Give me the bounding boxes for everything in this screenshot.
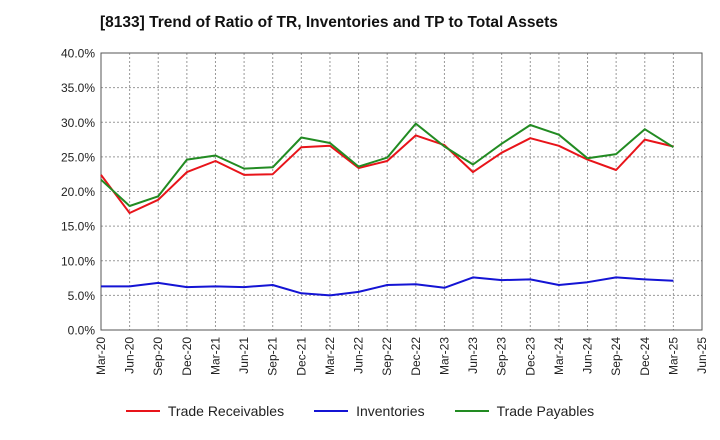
x-tick-label: Sep-22 — [380, 337, 394, 376]
y-tick-label: 5.0% — [68, 289, 96, 303]
y-tick-label: 40.0% — [61, 47, 95, 61]
y-tick-label: 20.0% — [61, 185, 95, 199]
legend-item: Trade Receivables — [125, 403, 285, 419]
x-tick-label: Jun-23 — [466, 337, 480, 374]
x-tick-label: Mar-24 — [552, 337, 566, 375]
legend-item: Inventories — [314, 403, 425, 419]
legend-label: Inventories — [356, 403, 425, 419]
x-tick-label: Jun-21 — [237, 337, 251, 374]
series-line-trade-payables — [100, 122, 674, 207]
legend-label: Trade Receivables — [167, 403, 285, 419]
x-tick-label: Dec-24 — [638, 337, 652, 376]
x-tick-label: Dec-20 — [180, 337, 194, 376]
x-tick-label: Jun-20 — [123, 337, 137, 374]
series-line-trade-receivables — [100, 134, 674, 214]
legend-label: Trade Payables — [496, 403, 595, 419]
x-tick-label: Jun-24 — [581, 337, 595, 374]
x-tick-label: Mar-22 — [323, 337, 337, 375]
y-tick-label: 25.0% — [61, 150, 95, 164]
y-tick-label: 30.0% — [61, 116, 95, 130]
x-tick-label: Sep-23 — [495, 337, 509, 376]
series-line-inventories — [101, 276, 674, 297]
chart-legend: Trade Receivables Inventories Trade Payabl… — [0, 403, 720, 419]
x-tick-label: Jun-22 — [352, 337, 366, 374]
y-tick-label: 15.0% — [61, 220, 95, 234]
legend-item: Trade Payables — [454, 403, 595, 419]
x-tick-label: Sep-20 — [151, 337, 165, 376]
x-tick-label: Jun-25 — [695, 337, 709, 374]
x-tick-label: Mar-20 — [94, 337, 108, 375]
y-tick-label: 35.0% — [61, 81, 95, 95]
legend-swatch — [125, 410, 160, 412]
x-tick-label: Sep-21 — [266, 337, 280, 376]
legend-swatch — [454, 410, 489, 412]
chart-title: [8133] Trend of Ratio of TR, Inventories… — [100, 14, 558, 31]
x-tick-label: Dec-23 — [523, 337, 537, 376]
plot-frame — [100, 52, 703, 331]
y-tick-label: 10.0% — [61, 254, 95, 268]
x-tick-label: Dec-22 — [409, 337, 423, 376]
x-tick-label: Sep-24 — [609, 337, 623, 376]
legend-swatch — [314, 410, 349, 412]
x-tick-label: Mar-21 — [208, 337, 222, 375]
x-tick-label: Dec-21 — [294, 337, 308, 376]
x-tick-label: Mar-25 — [666, 337, 680, 375]
x-tick-label: Mar-23 — [437, 337, 451, 375]
y-tick-label: 0.0% — [68, 324, 96, 338]
